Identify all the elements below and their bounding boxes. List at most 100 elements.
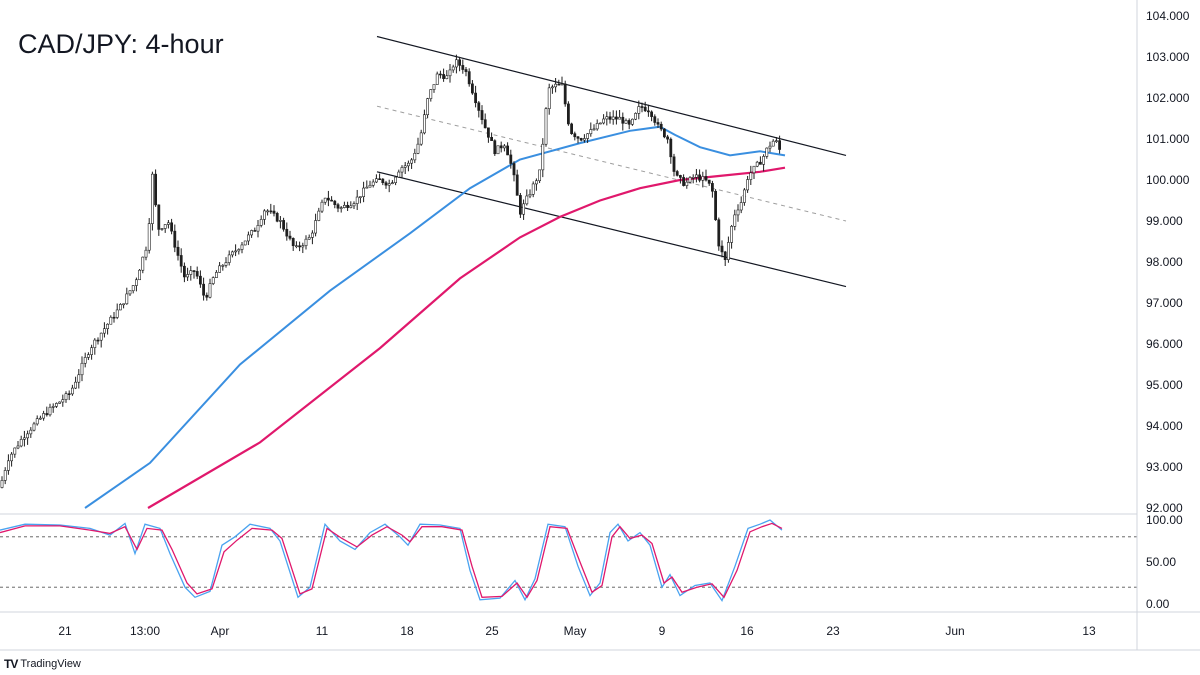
candle-body	[253, 230, 257, 232]
stoch-tick-label: 100.00	[1146, 513, 1183, 527]
candle-body	[256, 225, 260, 232]
candle-body	[736, 209, 740, 216]
candle-body	[96, 339, 100, 342]
candle-body	[298, 245, 302, 248]
channel-layer	[376, 35, 847, 288]
candle-body	[442, 74, 446, 79]
candle-body	[119, 304, 122, 311]
price-tick-label: 100.000	[1146, 173, 1190, 187]
candle-body	[704, 176, 708, 181]
candle-body	[563, 83, 567, 105]
candle-body	[394, 176, 398, 183]
candle-body	[534, 180, 538, 185]
candle-body	[470, 83, 474, 94]
candle-body	[739, 202, 743, 211]
candle-body	[179, 255, 183, 267]
time-tick-label: 9	[659, 624, 666, 638]
candle-body	[637, 106, 641, 114]
candle-body	[669, 138, 673, 158]
tradingview-logo-icon: TV	[4, 657, 18, 671]
candle-body	[541, 143, 545, 171]
candle-body	[183, 265, 186, 278]
time-tick-label: 21	[58, 624, 72, 638]
candle-body	[0, 480, 4, 488]
candle-body	[247, 234, 250, 242]
candle-body	[698, 174, 702, 181]
candle-body	[80, 362, 84, 376]
candle-body	[83, 357, 87, 364]
candle-body	[186, 274, 190, 278]
candle-body	[278, 220, 282, 222]
candle-body	[192, 270, 196, 272]
candle-body	[451, 66, 455, 71]
candle-body	[195, 271, 199, 277]
time-tick-label: 25	[485, 624, 499, 638]
candle-body	[221, 265, 225, 267]
candle-body	[387, 183, 391, 186]
candle-body	[320, 201, 324, 212]
candle-body	[22, 437, 26, 440]
candle-body	[51, 406, 55, 408]
candle-body	[416, 143, 420, 154]
candle-body	[339, 207, 343, 209]
candle-body	[205, 294, 209, 298]
candle-body	[323, 197, 327, 203]
candle-body	[586, 133, 590, 139]
candles-layer	[0, 54, 782, 489]
candle-body	[522, 203, 526, 215]
price-tick-label: 98.000	[1146, 255, 1183, 269]
time-tick-label: 13	[1082, 624, 1096, 638]
candle-body	[445, 75, 449, 79]
candle-body	[506, 145, 510, 156]
candle-body	[710, 183, 714, 192]
candle-body	[231, 251, 234, 256]
candle-body	[656, 122, 660, 125]
candle-body	[496, 145, 500, 155]
candle-body	[694, 174, 698, 178]
price-tick-label: 104.000	[1146, 9, 1190, 23]
candle-body	[71, 387, 74, 395]
candle-body	[29, 429, 33, 435]
candle-body	[605, 116, 609, 120]
candle-body	[618, 116, 622, 120]
candle-body	[614, 116, 618, 120]
candle-body	[189, 270, 193, 275]
candle-body	[435, 73, 439, 85]
candle-body	[202, 283, 206, 296]
candle-body	[163, 224, 167, 229]
candle-body	[307, 237, 311, 240]
candle-body	[234, 250, 238, 253]
candle-body	[64, 393, 68, 400]
time-tick-label: 11	[316, 624, 329, 638]
candle-body	[429, 89, 433, 99]
candle-body	[659, 123, 663, 130]
candle-body	[154, 173, 158, 206]
time-tick-label: Apr	[211, 624, 230, 638]
candle-body	[35, 418, 39, 425]
candle-body	[224, 262, 228, 266]
candle-body	[42, 413, 46, 419]
candle-body	[288, 235, 292, 239]
candle-body	[461, 65, 465, 70]
candle-body	[547, 87, 551, 109]
candle-body	[48, 406, 52, 416]
candle-body	[151, 173, 154, 224]
candle-body	[749, 172, 753, 180]
candle-body	[330, 199, 334, 202]
chart-title: CAD/JPY: 4-hour	[18, 29, 224, 59]
candle-body	[141, 256, 145, 271]
candle-body	[630, 118, 634, 125]
candle-body	[128, 290, 132, 295]
candle-body	[598, 122, 602, 125]
candle-body	[557, 83, 561, 86]
candle-body	[560, 83, 564, 86]
time-tick-label: Jun	[945, 624, 964, 638]
candle-body	[678, 175, 682, 178]
candle-body	[87, 354, 90, 358]
candle-body	[160, 228, 164, 230]
candle-body	[19, 439, 23, 447]
candle-body	[362, 187, 366, 197]
candle-body	[675, 171, 679, 176]
channel-mid-line	[376, 105, 847, 222]
